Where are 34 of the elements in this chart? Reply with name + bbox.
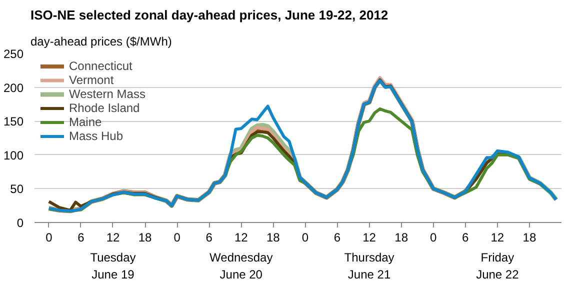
x-tick-label: 6 (206, 230, 213, 244)
x-tick-label: 0 (174, 230, 181, 244)
legend-label: Rhode Island (69, 101, 140, 115)
x-tick-label: 12 (106, 230, 120, 244)
y-tick-label: 150 (3, 114, 24, 129)
x-tick-label: 6 (78, 230, 85, 244)
text: Thursday June 21 (344, 250, 394, 282)
x-tick-label: 0 (46, 230, 53, 244)
legend-label: Mass Hub (69, 129, 124, 143)
x-tick-label: 0 (302, 230, 309, 244)
chart-title: ISO-NE selected zonal day-ahead prices, June 19-22, 2012 (30, 8, 388, 22)
legend-label: Maine (69, 115, 102, 129)
legend-label: Western Mass (69, 87, 146, 101)
legend-label: Vermont (69, 73, 114, 87)
text: Wednesday June 20 (210, 250, 273, 282)
y-axis-title: day-ahead prices ($/MWh) (30, 34, 172, 48)
y-tick-label: 250 (3, 47, 24, 61)
x-tick-label: 0 (430, 230, 438, 244)
y-tick-label: 100 (3, 148, 24, 162)
legend-label: Connecticut (69, 59, 132, 73)
x-tick-label: 6 (334, 230, 341, 244)
text: Tuesday June 19 (90, 250, 136, 282)
x-tick-label: 12 (490, 230, 504, 244)
text: Friday June 22 (476, 250, 520, 282)
y-tick-label: 200 (3, 80, 24, 95)
x-tick-label: 18 (394, 230, 408, 244)
x-tick-label: 12 (234, 230, 248, 244)
x-tick-label: 12 (362, 230, 376, 244)
y-tick-label: 0 (16, 216, 24, 230)
x-tick-label: 18 (266, 230, 280, 244)
y-tick-label: 50 (10, 182, 24, 196)
x-tick-label: 18 (138, 230, 152, 244)
x-tick-label: 18 (522, 230, 536, 244)
x-tick-label: 6 (462, 230, 470, 244)
